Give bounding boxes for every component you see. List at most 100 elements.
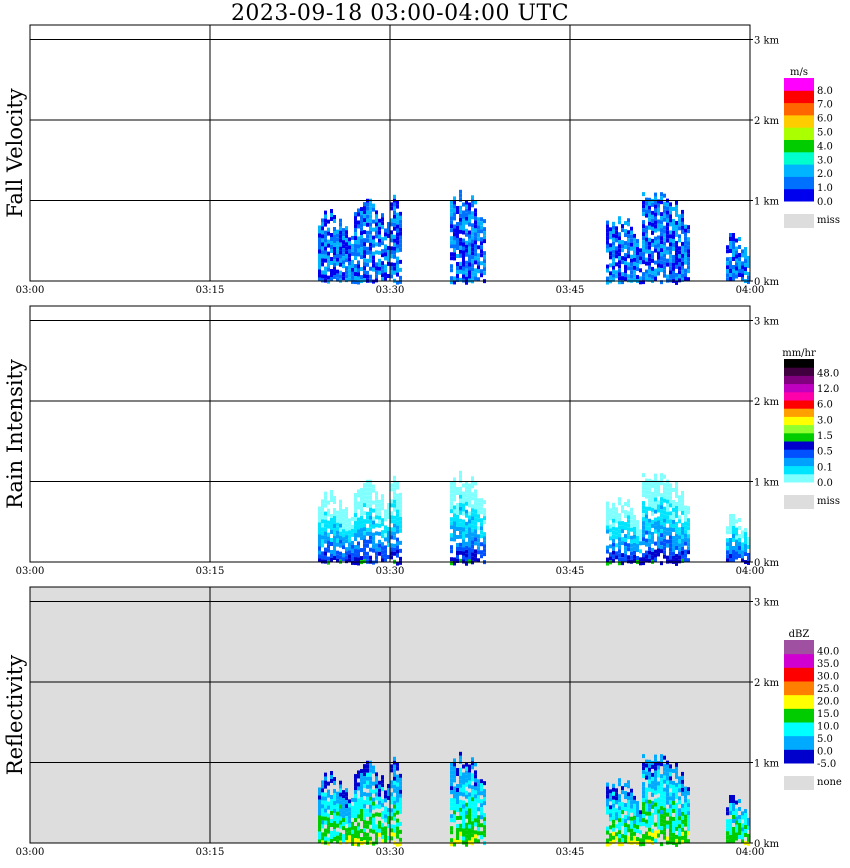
echo-pixel (669, 796, 672, 801)
echo-pixel (474, 517, 477, 522)
echo-pixel (669, 214, 672, 219)
colorbar-swatch (784, 164, 814, 177)
echo-pixel (468, 555, 471, 560)
echo-pixel (318, 253, 321, 258)
echo-pixel (675, 260, 678, 265)
echo-pixel (321, 507, 324, 512)
echo-pixel (318, 827, 321, 832)
echo-pixel (663, 510, 666, 515)
echo-pixel (336, 277, 339, 282)
echo-pixel (384, 244, 387, 249)
echo-pixel (453, 505, 456, 510)
echo-pixel (399, 793, 402, 798)
echo-pixel (342, 533, 345, 538)
echo-pixel (318, 538, 321, 543)
echo-pixel (375, 214, 378, 219)
echo-pixel (345, 828, 348, 833)
echo-pixel (642, 252, 645, 257)
echo-pixel (351, 275, 354, 280)
echo-pixel (606, 826, 609, 831)
echo-pixel (681, 775, 684, 780)
echo-pixel (738, 518, 741, 523)
echo-pixel (483, 552, 486, 557)
echo-pixel (360, 556, 363, 561)
y-axis-label: Reflectivity (3, 655, 27, 776)
echo-pixel (666, 499, 669, 504)
echo-pixel (318, 249, 321, 254)
echo-pixel (384, 557, 387, 562)
echo-pixel (645, 506, 648, 511)
echo-pixel (642, 561, 645, 566)
echo-pixel (450, 501, 453, 506)
echo-pixel (678, 555, 681, 560)
echo-pixel (468, 559, 471, 564)
echo-pixel (318, 518, 321, 523)
echo-pixel (672, 784, 675, 789)
echo-pixel (357, 212, 360, 217)
echo-pixel (666, 234, 669, 239)
colorbar-label: 3.0 (817, 155, 833, 166)
echo-pixel (450, 557, 453, 562)
echo-pixel (339, 780, 342, 785)
echo-pixel (345, 242, 348, 247)
echo-pixel (729, 525, 732, 530)
colorbar-label: -5.0 (817, 759, 836, 770)
echo-pixel (465, 822, 468, 827)
echo-pixel (387, 823, 390, 828)
echo-pixel (681, 277, 684, 282)
echo-pixel (621, 224, 624, 229)
echo-pixel (336, 249, 339, 254)
echo-pixel (663, 237, 666, 242)
echo-pixel (636, 801, 639, 806)
echo-pixel (666, 543, 669, 548)
echo-pixel (333, 516, 336, 521)
echo-pixel (339, 499, 342, 504)
echo-pixel (666, 250, 669, 255)
echo-pixel (684, 814, 687, 819)
echo-pixel (381, 530, 384, 535)
echo-pixel (660, 220, 663, 225)
echo-pixel (324, 804, 327, 809)
echo-pixel (363, 214, 366, 219)
echo-pixel (465, 830, 468, 835)
echo-pixel (336, 803, 339, 808)
echo-pixel (474, 248, 477, 253)
echo-pixel (648, 779, 651, 784)
echo-pixel (357, 770, 360, 775)
echo-pixel (480, 807, 483, 812)
echo-pixel (648, 823, 651, 828)
echo-pixel (354, 216, 357, 221)
echo-pixel (387, 514, 390, 519)
echo-pixel (465, 216, 468, 221)
echo-pixel (372, 825, 375, 830)
echo-pixel (381, 249, 384, 254)
echo-pixel (606, 782, 609, 787)
echo-pixel (480, 506, 483, 511)
echo-pixel (726, 823, 729, 828)
echo-pixel (615, 832, 618, 837)
echo-pixel (663, 225, 666, 230)
echo-pixel (456, 229, 459, 234)
echo-pixel (399, 540, 402, 545)
echo-pixel (354, 774, 357, 779)
echo-pixel (354, 280, 357, 285)
echo-pixel (366, 202, 369, 207)
echo-pixel (468, 804, 471, 809)
echo-pixel (684, 790, 687, 795)
echo-pixel (627, 250, 630, 255)
echo-pixel (384, 272, 387, 277)
echo-pixel (363, 812, 366, 817)
echo-pixel (396, 228, 399, 233)
echo-pixel (324, 250, 327, 255)
echo-pixel (318, 795, 321, 800)
echo-pixel (621, 228, 624, 233)
echo-pixel (459, 498, 462, 503)
echo-pixel (618, 525, 621, 530)
echo-pixel (615, 812, 618, 817)
echo-pixel (360, 512, 363, 517)
colorbar-swatch (784, 694, 814, 709)
echo-pixel (636, 809, 639, 814)
echo-pixel (336, 558, 339, 563)
echo-pixel (363, 804, 366, 809)
echo-pixel (675, 505, 678, 510)
